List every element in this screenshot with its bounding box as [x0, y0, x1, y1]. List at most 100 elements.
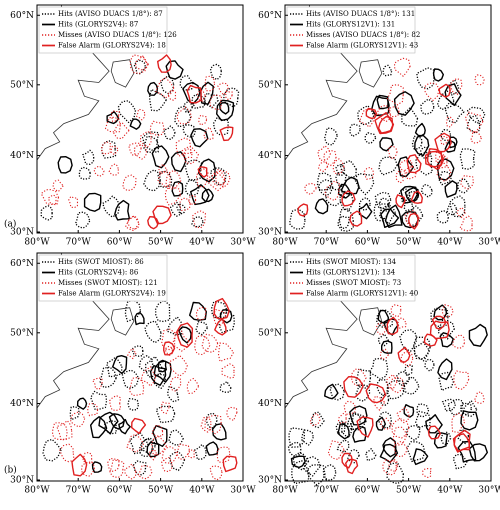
eddy-contour	[317, 145, 331, 161]
eddy-contour	[408, 212, 419, 230]
eddy-contour	[377, 115, 394, 134]
eddy-contour	[434, 132, 452, 153]
eddy-contour	[164, 345, 173, 356]
eddy-contour	[412, 448, 429, 466]
eddy-contour	[155, 77, 175, 99]
eddy-contour	[380, 394, 390, 406]
eddy-contour	[425, 414, 443, 434]
eddy-contour	[395, 194, 406, 209]
eddy-contour	[341, 422, 353, 438]
eddy-contour	[376, 309, 393, 329]
eddy-contour	[438, 170, 452, 186]
eddy-contour	[194, 335, 211, 356]
eddy-contour	[374, 111, 395, 135]
eddy-contour	[437, 319, 456, 340]
eddy-contour	[432, 68, 444, 82]
eddy-contour	[167, 385, 180, 403]
eddy-contour	[128, 142, 142, 156]
eddy-contour	[136, 108, 146, 121]
lon-tick-label: 50°W	[396, 486, 422, 496]
eddy-contour	[416, 403, 430, 418]
legend-label: Hits (GLORYS12V1): 134	[306, 269, 396, 277]
legend-label: False Alarm (GLORYS2V4): 19	[58, 290, 166, 298]
eddy-contour	[448, 195, 466, 218]
lat-tick-label: 50°N	[258, 80, 282, 90]
eddy-contour	[150, 436, 167, 456]
eddy-contour	[161, 328, 176, 351]
eddy-contour	[90, 390, 108, 411]
eddy-contour	[205, 441, 219, 456]
eddy-contour	[82, 451, 93, 464]
eddy-contour	[201, 188, 214, 203]
eddy-contour	[191, 216, 204, 228]
eddy-contour	[358, 108, 376, 128]
lon-tick-label: 80°W	[272, 486, 298, 496]
lon-tick-label: 80°W	[272, 238, 298, 248]
eddy-contour	[168, 429, 184, 447]
eddy-contour	[332, 158, 345, 175]
eddy-contour	[151, 425, 164, 437]
eddy-contour	[157, 170, 171, 188]
eddy-contour	[460, 410, 479, 431]
eddy-contour	[110, 110, 120, 122]
eddy-contour	[126, 433, 145, 453]
eddy-contour	[104, 420, 118, 435]
island	[110, 307, 135, 336]
eddy-contour	[410, 190, 423, 204]
legend-label: Misses (AVISO DUACS 1/8°): 126	[58, 31, 177, 39]
eddy-contour	[158, 163, 168, 175]
lat-tick-label: 60°N	[258, 11, 282, 21]
eddy-contour	[83, 192, 102, 212]
eddy-contour	[176, 443, 191, 460]
eddy-contour	[134, 312, 145, 326]
eddy-contour	[215, 168, 231, 189]
eddy-contour	[415, 151, 433, 176]
eddy-contour	[101, 141, 112, 155]
eddy-contour	[436, 210, 449, 224]
eddy-contour	[147, 81, 159, 96]
eddy-contour	[316, 172, 333, 191]
lon-tick-label: 40°W	[437, 486, 463, 496]
eddy-contour	[431, 315, 447, 330]
eddy-contour	[457, 178, 470, 194]
eddy-contour	[209, 94, 223, 111]
eddy-contour	[459, 402, 473, 416]
eddy-contour	[109, 395, 122, 412]
eddy-contour	[149, 364, 167, 386]
eddy-contour	[335, 164, 346, 177]
eddy-contour	[93, 165, 105, 177]
eddy-contour	[133, 144, 148, 160]
eddy-contour	[460, 174, 474, 190]
eddy-contour	[78, 166, 91, 180]
eddy-contour	[182, 124, 196, 138]
eddy-contour	[129, 54, 148, 74]
eddy-contour	[427, 425, 441, 440]
eddy-contour	[364, 448, 377, 462]
eddy-contour	[433, 432, 448, 449]
eddy-contour	[395, 170, 404, 184]
lon-tick-label: 60°W	[107, 238, 133, 248]
eddy-contour	[132, 460, 147, 476]
eddy-contour	[444, 180, 458, 198]
eddy-contour	[381, 340, 393, 354]
eddy-contour	[424, 150, 445, 170]
eddy-contour	[365, 107, 378, 120]
eddy-contour	[341, 452, 353, 469]
eddy-contour	[453, 370, 470, 390]
eddy-contour	[423, 82, 440, 101]
eddy-contour	[392, 426, 407, 446]
eddy-contour	[89, 416, 108, 439]
eddy-contour	[396, 407, 410, 424]
eddy-contour	[121, 369, 140, 389]
eddy-contour	[379, 137, 394, 152]
eddy-contour	[133, 59, 147, 75]
eddy-contour	[144, 320, 162, 344]
eddy-contour	[297, 203, 309, 217]
eddy-contour	[464, 111, 484, 134]
eddy-contour	[438, 83, 451, 98]
eddy-contour	[349, 210, 363, 227]
eddy-contour	[379, 348, 389, 360]
map-frame	[36, 4, 244, 234]
eddy-contour	[429, 320, 450, 340]
eddy-contour	[209, 167, 227, 186]
